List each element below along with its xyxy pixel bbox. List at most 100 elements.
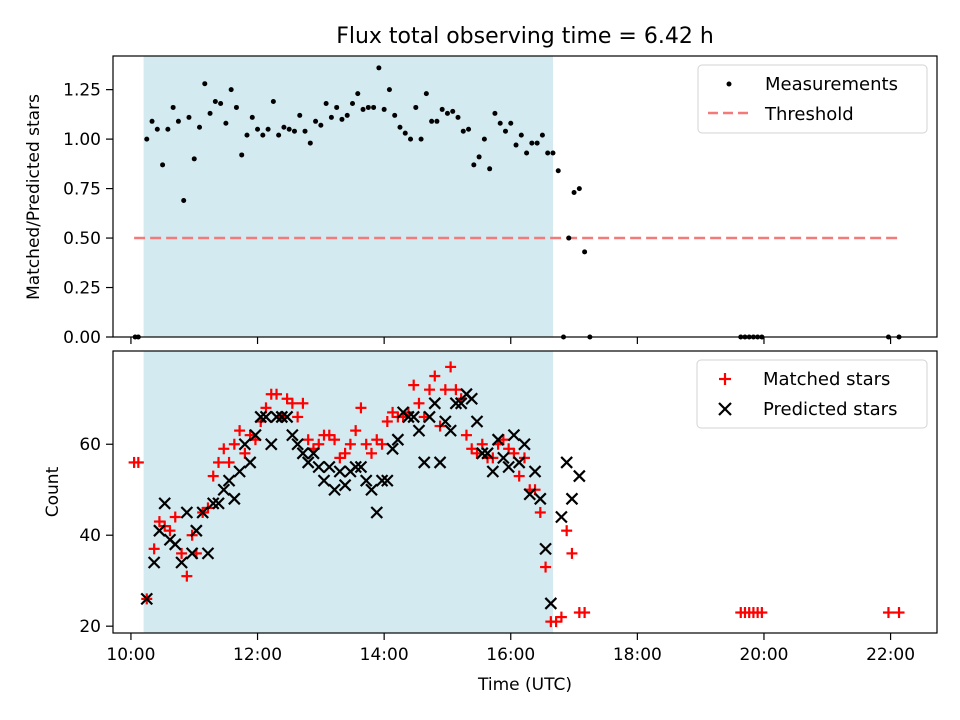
matched-star-point bbox=[339, 447, 351, 459]
x-tick-label: 12:00 bbox=[233, 645, 282, 665]
predicted-star-point bbox=[238, 437, 252, 451]
bottom-shaded-region bbox=[143, 351, 553, 633]
measurement-point bbox=[334, 104, 340, 110]
measurement-point bbox=[471, 162, 477, 168]
predicted-star-point bbox=[386, 442, 399, 456]
measurement-point bbox=[381, 106, 387, 112]
measurement-point bbox=[376, 65, 382, 71]
measurement-point bbox=[349, 100, 355, 106]
bottom-panel: 20 40 60 10:00 12:00 14:00 16:00 18:00 20:00 22:… bbox=[43, 350, 938, 695]
matched-star-point bbox=[413, 397, 425, 409]
matched-star-point bbox=[450, 384, 462, 396]
x-tick-label: 16:00 bbox=[486, 645, 535, 665]
measurement-point bbox=[197, 124, 203, 130]
predicted-star-point bbox=[539, 542, 552, 556]
bottom-axes-frame bbox=[112, 350, 938, 634]
matched-star-point bbox=[365, 447, 377, 459]
predicted-star-point bbox=[470, 415, 484, 428]
measurement-point bbox=[508, 120, 514, 126]
predicted-star-point bbox=[507, 428, 521, 442]
predicted-star-point bbox=[512, 456, 526, 469]
measurement-point bbox=[524, 150, 530, 156]
measurement-point bbox=[244, 132, 250, 138]
measurement-point bbox=[355, 91, 361, 97]
legend-predicted-marker bbox=[718, 402, 732, 416]
matched-star-point bbox=[286, 397, 298, 409]
matched-star-point bbox=[408, 379, 420, 391]
predicted-star-point bbox=[528, 465, 542, 478]
measurement-point bbox=[539, 132, 545, 138]
measurement-point bbox=[344, 112, 350, 118]
predicted-star-point bbox=[280, 410, 294, 424]
predicted-star-point bbox=[475, 447, 489, 460]
measurement-point bbox=[365, 104, 371, 110]
predicted-star-point bbox=[206, 497, 220, 510]
measurement-point bbox=[555, 168, 561, 174]
top-legend: Measurements Threshold bbox=[697, 64, 928, 134]
predicted-star-point bbox=[417, 456, 431, 469]
predicted-star-point bbox=[312, 460, 326, 474]
measurement-point bbox=[566, 235, 572, 241]
measurement-point bbox=[408, 136, 414, 142]
matched-star-point bbox=[213, 456, 225, 468]
predicted-star-point bbox=[370, 506, 384, 519]
measurement-point bbox=[175, 118, 181, 124]
x-tick-label: 14:00 bbox=[360, 645, 409, 665]
top-panel: 0.00 0.25 0.50 0.75 1.00 1.25 Matched/Predict… bbox=[24, 55, 938, 348]
measurement-point bbox=[307, 140, 313, 146]
predicted-star-point bbox=[217, 483, 231, 497]
legend-matched-label: Matched stars bbox=[763, 369, 890, 390]
predicted-star-point bbox=[222, 474, 236, 487]
measurement-point bbox=[529, 140, 535, 146]
measurement-point bbox=[439, 106, 445, 112]
predicted-star-point bbox=[391, 433, 405, 446]
top-y-tick-label: 0.25 bbox=[63, 279, 101, 299]
measurement-point bbox=[181, 197, 187, 203]
measurement-point bbox=[466, 126, 472, 132]
measurement-point bbox=[286, 126, 292, 132]
predicted-star-point bbox=[423, 410, 436, 424]
predicted-star-point bbox=[153, 524, 166, 537]
measurement-point bbox=[186, 114, 192, 120]
predicted-star-point bbox=[544, 597, 558, 610]
predicted-star-point bbox=[523, 487, 537, 501]
measurement-point bbox=[571, 190, 577, 196]
matched-star-point bbox=[756, 607, 768, 619]
measurement-point bbox=[502, 128, 508, 134]
matched-star-point bbox=[218, 443, 230, 455]
top-y-tick-label: 1.00 bbox=[63, 130, 101, 150]
predicted-star-point bbox=[491, 433, 505, 446]
measurement-point bbox=[270, 99, 276, 105]
predicted-star-point bbox=[407, 410, 420, 424]
predicted-star-point bbox=[264, 437, 278, 451]
predicted-star-point bbox=[175, 556, 188, 569]
measurement-point bbox=[397, 124, 403, 130]
measurement-point bbox=[518, 132, 524, 138]
top-y-axis-label: Matched/Predicted stars bbox=[24, 94, 44, 300]
legend-measurements-label: Measurements bbox=[765, 74, 898, 95]
legend-predicted-label: Predicted stars bbox=[763, 399, 897, 420]
matched-star-point bbox=[418, 411, 430, 423]
predicted-star-point bbox=[481, 447, 494, 460]
measurement-point bbox=[392, 112, 398, 118]
measurement-point bbox=[291, 128, 297, 134]
measurement-point bbox=[339, 116, 345, 122]
measurement-point bbox=[434, 118, 440, 124]
legend-matched-marker bbox=[719, 373, 731, 385]
measurement-point bbox=[360, 106, 366, 112]
predicted-star-point bbox=[402, 410, 415, 424]
measurement-point bbox=[386, 87, 392, 93]
predicted-star-point bbox=[560, 456, 573, 469]
matched-star-point bbox=[439, 384, 451, 396]
bottom-y-axis-label: Count bbox=[43, 466, 63, 517]
measurement-point bbox=[202, 81, 208, 87]
matched-star-point bbox=[460, 429, 472, 441]
measurement-point bbox=[165, 126, 171, 132]
predicted-star-point bbox=[573, 469, 586, 483]
measurement-point bbox=[154, 126, 160, 132]
measurement-point bbox=[371, 104, 377, 110]
matched-star-point bbox=[555, 611, 567, 623]
matched-star-point bbox=[148, 543, 160, 555]
measurement-point bbox=[149, 118, 155, 124]
